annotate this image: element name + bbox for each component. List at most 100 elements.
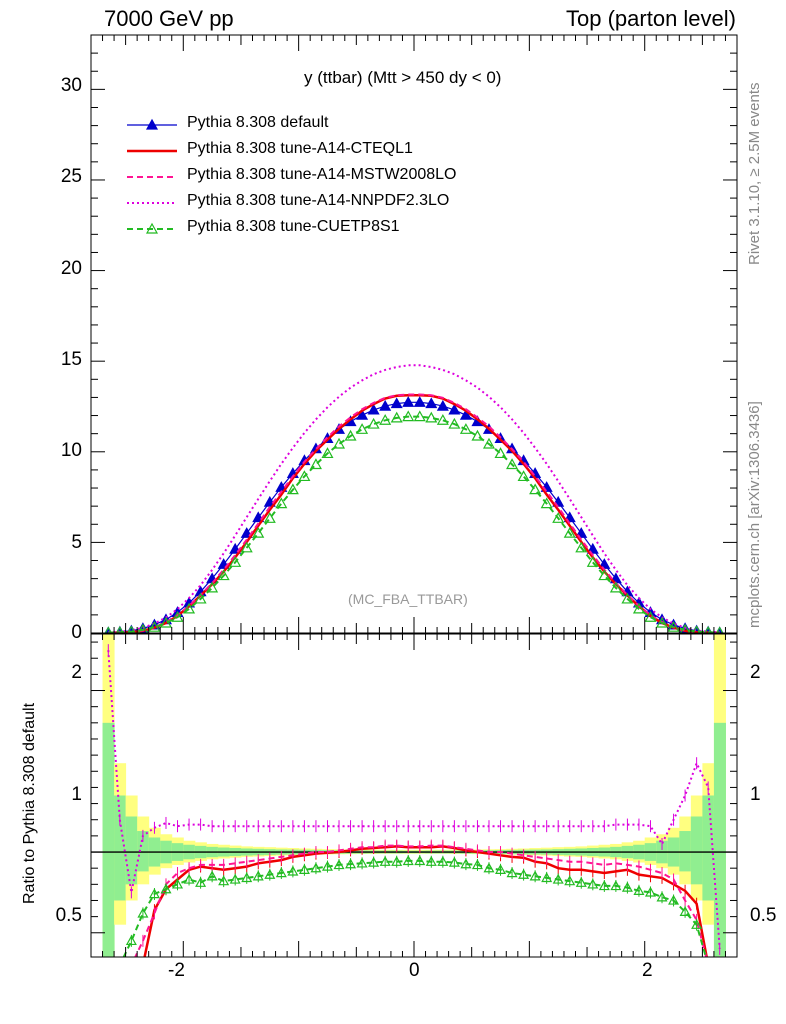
ratio-data-point: [448, 856, 460, 867]
main-data-point: [217, 569, 230, 581]
ratio-data-point: [104, 961, 113, 969]
ratio-data-point: [691, 918, 703, 929]
main-data-point: [148, 620, 161, 632]
ratio-data-point: [518, 868, 530, 879]
legend-label: Pythia 8.308 default: [187, 114, 329, 131]
main-data-point: [704, 626, 713, 633]
main-data-point: [448, 403, 461, 415]
main-data-point: [667, 620, 680, 632]
ratio-data-point: [391, 855, 403, 866]
main-data-point: [127, 625, 136, 633]
ratio-data-point: [587, 878, 599, 889]
main-data-point: [356, 423, 369, 434]
main-data-point: [609, 581, 622, 593]
ratio-data-point: [218, 875, 230, 886]
main-data-point: [517, 470, 530, 482]
main-data-point: [367, 403, 380, 415]
ratio-data-point: [610, 880, 622, 891]
main-data-point: [263, 495, 276, 507]
main-data-point: [104, 626, 112, 633]
main-data-point: [379, 414, 392, 425]
ratio-data-point: [115, 961, 124, 969]
main-y-tick-label: 5: [71, 532, 82, 553]
ratio-y-tick-label: 1: [71, 784, 82, 805]
main-data-point: [402, 396, 415, 407]
ratio-data-point: [425, 855, 437, 866]
main-data-point: [436, 414, 449, 425]
ratio-y-tick-label: 0.5: [55, 905, 82, 926]
main-data-point: [286, 483, 299, 495]
main-data-point: [115, 626, 124, 633]
ratio-data-point: [621, 881, 633, 892]
ratio-data-point: [598, 880, 610, 891]
ratio-y-axis-title: Ratio to Pythia 8.308 default: [21, 702, 38, 904]
main-data-point: [263, 512, 276, 523]
main-data-point: [413, 410, 426, 422]
green-band-bin: [679, 831, 692, 872]
ratio-data-point: [704, 961, 713, 969]
main-data-point: [298, 470, 311, 482]
ratio-data-point: [298, 864, 310, 874]
legend-lines: [127, 118, 177, 234]
ratio-data-point: [402, 855, 414, 866]
ratio-data-point: [506, 867, 518, 878]
ratio-series-line: [107, 650, 721, 949]
main-data-point: [275, 497, 288, 509]
legend-label: Pythia 8.308 tune-A14-CTEQL1: [187, 140, 413, 157]
ratio-data-point: [183, 873, 195, 884]
ratio-data-point: [644, 886, 657, 897]
ratio-data-point: [241, 872, 253, 883]
main-data-point: [459, 423, 472, 434]
ratio-data-point: [494, 864, 507, 874]
main-data-point: [159, 616, 173, 628]
ratio-data-point: [715, 961, 724, 969]
ratio-data-point: [483, 862, 495, 873]
ratio-data-point: [379, 855, 391, 866]
main-data-point: [552, 512, 565, 523]
ratio-series-line: [122, 859, 707, 957]
legend-marker: [145, 222, 159, 234]
ratio-data-point: [125, 935, 137, 946]
green-band-bin: [702, 795, 715, 901]
main-y-tick-label: 15: [60, 349, 82, 370]
ratio-data-point: [275, 867, 287, 878]
main-series-line: [108, 415, 720, 633]
main-data-point: [229, 556, 242, 567]
green-band-bin: [690, 816, 703, 885]
main-data-point: [598, 569, 611, 581]
main-data-point: [332, 437, 346, 449]
ratio-data-point: [229, 873, 241, 884]
main-data-point: [471, 429, 484, 441]
ratio-data-point: [321, 860, 334, 871]
green-band-bin: [125, 816, 138, 885]
x-tick-label: 0: [409, 960, 420, 981]
main-data-point: [171, 610, 184, 622]
ratio-y-tick-label-right: 0.5: [750, 905, 777, 926]
main-data-point: [586, 556, 599, 567]
main-data-point: [655, 616, 669, 628]
x-tick-label: -2: [168, 960, 185, 981]
main-y-tick-label: 20: [60, 258, 82, 279]
main-data-point: [506, 458, 519, 470]
ratio-data-point: [206, 870, 218, 881]
header-energy-label: 7000 GeV pp: [104, 6, 234, 31]
main-data-point: [644, 610, 657, 622]
ratio-data-point: [668, 894, 680, 905]
main-series-line: [108, 364, 720, 633]
ratio-data-point: [679, 906, 691, 916]
main-data-point: [321, 447, 334, 459]
main-data-point: [137, 623, 149, 633]
ratio-data-point: [345, 858, 357, 869]
mcplots-reference-label: mcplots.cern.ch [arXiv:1306.3436]: [746, 401, 763, 628]
ratio-data-point: [287, 865, 299, 876]
ratio-y-tick-label-right: 1: [750, 784, 761, 805]
ratio-data-point: [252, 870, 264, 881]
main-data-point: [540, 497, 553, 509]
ratio-data-point: [471, 859, 483, 870]
main-data-point: [494, 447, 507, 459]
ratio-data-point: [160, 883, 172, 894]
ratio-data-point: [171, 878, 184, 889]
ratio-data-point: [333, 859, 345, 870]
ratio-data-point: [541, 872, 553, 883]
ratio-data-point: [310, 862, 322, 873]
